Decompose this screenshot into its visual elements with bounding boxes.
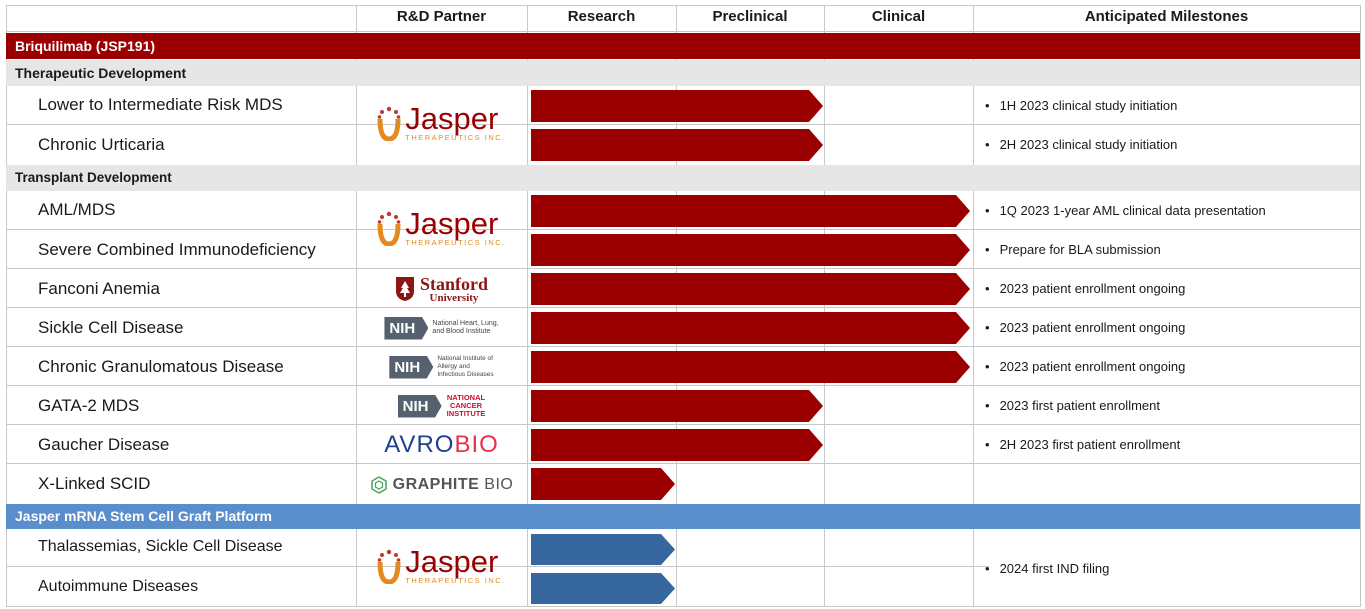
- nih-badge: NIH: [389, 355, 434, 379]
- graphite-bio-wordmark: BIO: [484, 476, 514, 493]
- graphite-bio-logo: GRAPHITE BIO: [358, 468, 525, 502]
- indication-label: Autoimmune Diseases: [38, 578, 199, 595]
- jasper-subtitle: THERAPEUTICS INC.: [405, 133, 506, 143]
- niaid-line3: Infectious Diseases: [437, 370, 494, 378]
- avrobio-part-c: BIO: [454, 431, 499, 458]
- section-transplant-development: Transplant Development: [6, 165, 1360, 191]
- jasper-wordmark: Jasper: [405, 544, 499, 580]
- milestone-text: Prepare for BLA submission: [985, 242, 1161, 257]
- indication-label: Severe Combined Immunodeficiency: [38, 240, 316, 259]
- progress-arrow: [531, 273, 970, 305]
- graphite-wordmark: GRAPHITE: [392, 476, 480, 493]
- milestone-text: 2023 patient enrollment ongoing: [985, 320, 1186, 335]
- indication-label: Thalassemias, Sickle Cell Disease: [38, 538, 283, 555]
- header-clinical: Clinical: [871, 8, 926, 25]
- jasper-mark-icon: [377, 211, 401, 246]
- avrobio-logo: AV RO BIO: [358, 428, 525, 462]
- indication-label: Chronic Granulomatous Disease: [38, 357, 284, 376]
- stanford-wordmark: Stanford: [419, 273, 488, 294]
- milestone-text: 2H 2023 clinical study initiation: [985, 137, 1178, 152]
- jasper-logo: Jasper THERAPEUTICS INC.: [358, 95, 525, 150]
- progress-arrow: [531, 573, 675, 604]
- section-therapeutic-development: Therapeutic Development: [6, 60, 1360, 86]
- jasper-subtitle: THERAPEUTICS INC.: [405, 576, 506, 586]
- progress-arrow: [531, 534, 675, 565]
- nhlbi-line1: National Heart, Lung,: [432, 319, 499, 327]
- nih-nhlbi-logo: NIH National Heart, Lung, and Blood Inst…: [358, 311, 525, 345]
- nci-line3: INSTITUTE: [446, 409, 486, 419]
- milestone-text: 1Q 2023 1-year AML clinical data present…: [985, 203, 1266, 218]
- progress-arrow: [531, 195, 970, 227]
- program-band: Briquilimab (JSP191): [6, 33, 1360, 59]
- progress-arrow: [531, 312, 970, 344]
- nih-niaid-logo: NIH National Institute of Allergy and In…: [358, 349, 525, 385]
- progress-arrow: [531, 468, 675, 500]
- progress-arrow: [531, 90, 823, 122]
- indication-label: Gaucher Disease: [38, 435, 170, 454]
- milestone-text: 2023 patient enrollment ongoing: [985, 359, 1186, 374]
- stanford-tree-icon: [395, 277, 414, 301]
- progress-arrow: [531, 234, 970, 266]
- stanford-subtitle: University: [429, 291, 479, 304]
- stanford-logo: Stanford University: [358, 272, 525, 306]
- indication-label: X-Linked SCID: [38, 474, 151, 493]
- jasper-mark-icon: [377, 106, 401, 141]
- progress-arrow: [531, 429, 823, 461]
- nih-badge: NIH: [397, 394, 442, 418]
- nci-line2: CANCER: [449, 400, 483, 410]
- avrobio-part-b: RO: [416, 431, 455, 458]
- header-anticipated-milestones: Anticipated Milestones: [1084, 8, 1249, 25]
- section-mrna-platform: Jasper mRNA Stem Cell Graft Platform: [6, 504, 1360, 529]
- milestone-text: 2023 first patient enrollment: [985, 398, 1160, 413]
- header-preclinical: Preclinical: [712, 8, 788, 25]
- header-research: Research: [567, 8, 636, 25]
- progress-arrow: [531, 390, 823, 422]
- niaid-line1: National Institute of: [437, 355, 493, 363]
- jasper-logo: Jasper THERAPEUTICS INC.: [358, 200, 525, 255]
- jasper-subtitle: THERAPEUTICS INC.: [405, 238, 506, 248]
- graphite-hex-icon: [370, 476, 387, 494]
- header-rd-partner: R&D Partner: [396, 8, 487, 25]
- nci-line1: NATIONAL: [446, 392, 486, 402]
- milestone-text: 2H 2023 first patient enrollment: [985, 437, 1181, 452]
- progress-arrow: [531, 351, 970, 383]
- nhlbi-line2: and Blood Institute: [432, 328, 491, 335]
- indication-label: Lower to Intermediate Risk MDS: [38, 95, 283, 114]
- milestone-text: 1H 2023 clinical study initiation: [985, 98, 1178, 113]
- milestone-text: 2024 first IND filing: [985, 561, 1110, 576]
- indication-label: Fanconi Anemia: [38, 279, 160, 298]
- nih-badge: NIH: [384, 316, 429, 340]
- milestone-text: 2023 patient enrollment ongoing: [985, 281, 1186, 296]
- niaid-line2: Allergy and: [437, 363, 470, 371]
- progress-arrow: [531, 129, 823, 161]
- indication-label: GATA-2 MDS: [38, 396, 140, 415]
- nih-nci-logo: NIH NATIONAL CANCER INSTITUTE: [358, 389, 525, 423]
- jasper-wordmark: Jasper: [405, 101, 499, 137]
- indication-label: AML/MDS: [38, 200, 116, 219]
- indication-label: Chronic Urticaria: [38, 135, 165, 154]
- jasper-mark-icon: [377, 549, 401, 584]
- avrobio-part-a: AV: [384, 431, 417, 458]
- indication-label: Sickle Cell Disease: [38, 318, 184, 337]
- jasper-logo: Jasper THERAPEUTICS INC.: [358, 538, 525, 593]
- jasper-wordmark: Jasper: [405, 206, 499, 242]
